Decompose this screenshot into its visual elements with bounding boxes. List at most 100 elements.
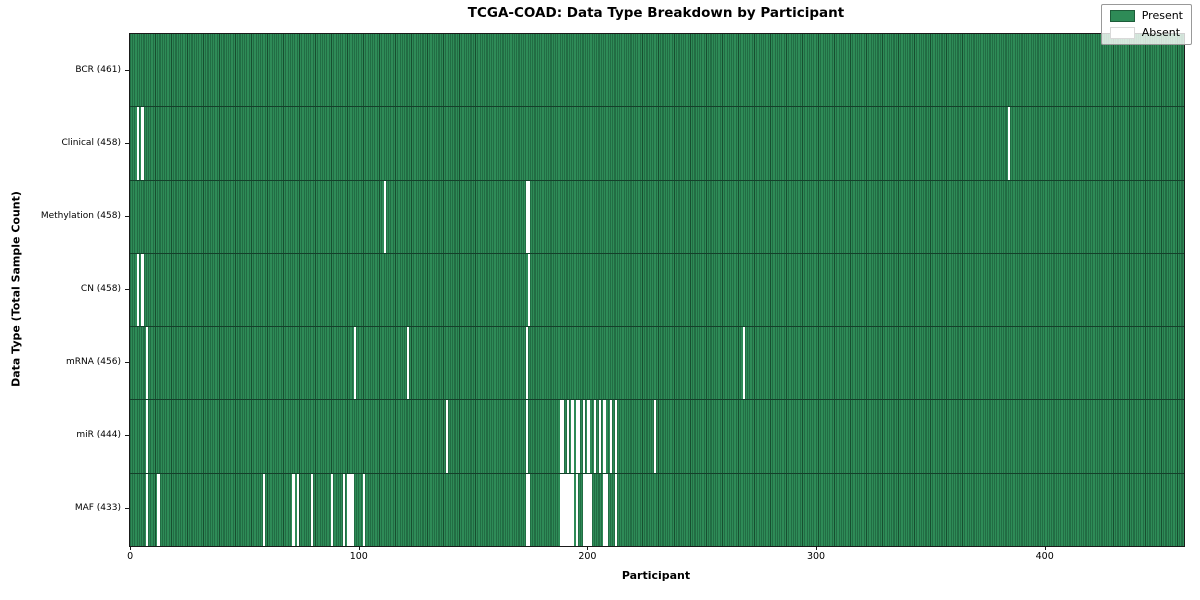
absent-bar	[141, 107, 144, 180]
absent-bar	[262, 473, 265, 546]
y-tick-label-maf: MAF (433)	[74, 503, 121, 514]
row-band-mir	[130, 400, 1184, 474]
absent-bar	[587, 400, 590, 473]
x-tick-mark	[358, 546, 360, 550]
absent-bar	[527, 473, 531, 546]
x-axis-title: Participant	[621, 569, 691, 582]
absent-bar	[582, 473, 585, 546]
absent-bar	[363, 473, 366, 546]
absent-bar	[559, 473, 563, 546]
y-tick-mark	[125, 289, 129, 290]
absent-bar	[310, 473, 313, 546]
absent-bar	[589, 473, 592, 546]
absent-bar	[562, 473, 565, 546]
absent-bar	[347, 473, 350, 546]
absent-bar	[525, 180, 528, 253]
y-tick-mark	[125, 508, 129, 510]
absent-bar	[653, 400, 656, 473]
absent-bar	[406, 327, 409, 400]
absent-bar	[614, 400, 617, 473]
absent-bar	[568, 473, 572, 546]
absent-bar	[349, 473, 352, 546]
absent-bar	[525, 327, 528, 400]
absent-bar	[146, 327, 149, 400]
y-tick-mark	[125, 362, 129, 364]
x-tick-label: 200	[578, 551, 597, 562]
absent-bar	[331, 473, 334, 546]
absent-bar	[136, 253, 140, 327]
y-tick-mark	[125, 435, 129, 437]
x-tick-label: 100	[349, 551, 368, 562]
row-band-bcr	[130, 34, 1184, 108]
absent-bar	[527, 253, 531, 327]
absent-bar	[575, 400, 579, 473]
absent-bar	[575, 473, 579, 546]
legend-item-absent: Absent	[1109, 26, 1183, 39]
absent-bar	[582, 400, 585, 473]
absent-bar	[292, 473, 295, 546]
absent-bar	[559, 400, 563, 473]
y-tick-mark	[125, 142, 129, 144]
y-tick-mark	[125, 215, 129, 217]
absent-bar	[1007, 107, 1011, 180]
absent-bar	[136, 107, 140, 180]
absent-bar	[603, 473, 606, 546]
absent-bar	[351, 473, 355, 546]
absent-bar	[610, 400, 613, 473]
chart-title: TCGA-COAD: Data Type Breakdown by Partic…	[467, 5, 845, 21]
legend: Present Absent	[1100, 4, 1192, 45]
row-band-maf	[130, 473, 1184, 546]
absent-bar	[525, 400, 528, 473]
absent-bar	[146, 400, 149, 473]
y-tick-label-clinical: Clinical (458)	[61, 137, 121, 148]
y-axis: BCR (461) Clinical (458) Methylation (458)…	[0, 33, 129, 545]
absent-bar	[742, 327, 746, 400]
row-band-mrna	[130, 327, 1184, 401]
absent-bar	[562, 400, 565, 473]
y-tick-label-methylation: Methylation (458)	[40, 210, 121, 221]
absent-bar	[525, 473, 528, 546]
absent-bar	[584, 473, 588, 546]
absent-bar	[566, 473, 569, 546]
absent-bar	[566, 400, 569, 473]
absent-bar	[587, 473, 590, 546]
x-tick-mark	[130, 546, 132, 550]
absent-bar	[146, 473, 149, 546]
row-band-cn	[130, 253, 1184, 328]
absent-bar	[445, 400, 448, 473]
row-band-clinical	[130, 107, 1184, 181]
y-tick-label-cn: CN (458)	[80, 284, 121, 294]
row-band-methylation	[130, 180, 1184, 254]
legend-swatch-present	[1109, 10, 1135, 22]
x-tick-label: 400	[1035, 551, 1054, 562]
legend-item-label: Absent	[1141, 26, 1181, 39]
y-tick-label-mir: miR (444)	[76, 430, 121, 441]
absent-bar	[296, 473, 300, 546]
x-tick-mark	[816, 546, 818, 550]
absent-bar	[603, 400, 606, 473]
absent-bar	[614, 473, 617, 546]
absent-bar	[571, 400, 574, 473]
x-tick-mark	[1044, 546, 1046, 550]
x-tick-label: 0	[127, 551, 134, 562]
absent-bar	[605, 473, 608, 546]
legend-swatch-absent	[1109, 27, 1135, 39]
absent-bar	[578, 400, 581, 473]
absent-bar	[598, 400, 601, 473]
x-axis: 0 100 200 300 400	[127, 546, 1183, 566]
y-tick-mark	[125, 69, 129, 71]
plot-area	[129, 33, 1185, 547]
y-tick-label-bcr: BCR (461)	[75, 64, 121, 75]
absent-bar	[571, 473, 574, 546]
legend-item-present: Present	[1109, 9, 1183, 22]
absent-bar	[527, 180, 531, 253]
y-tick-label-mrna: mRNA (456)	[66, 357, 121, 368]
x-tick-label: 300	[806, 551, 826, 562]
legend-item-label: Present	[1141, 9, 1183, 22]
absent-bar	[383, 180, 387, 253]
absent-bar	[157, 473, 160, 546]
absent-bar	[354, 327, 357, 400]
x-tick-mark	[587, 546, 589, 550]
absent-bar	[564, 473, 567, 546]
